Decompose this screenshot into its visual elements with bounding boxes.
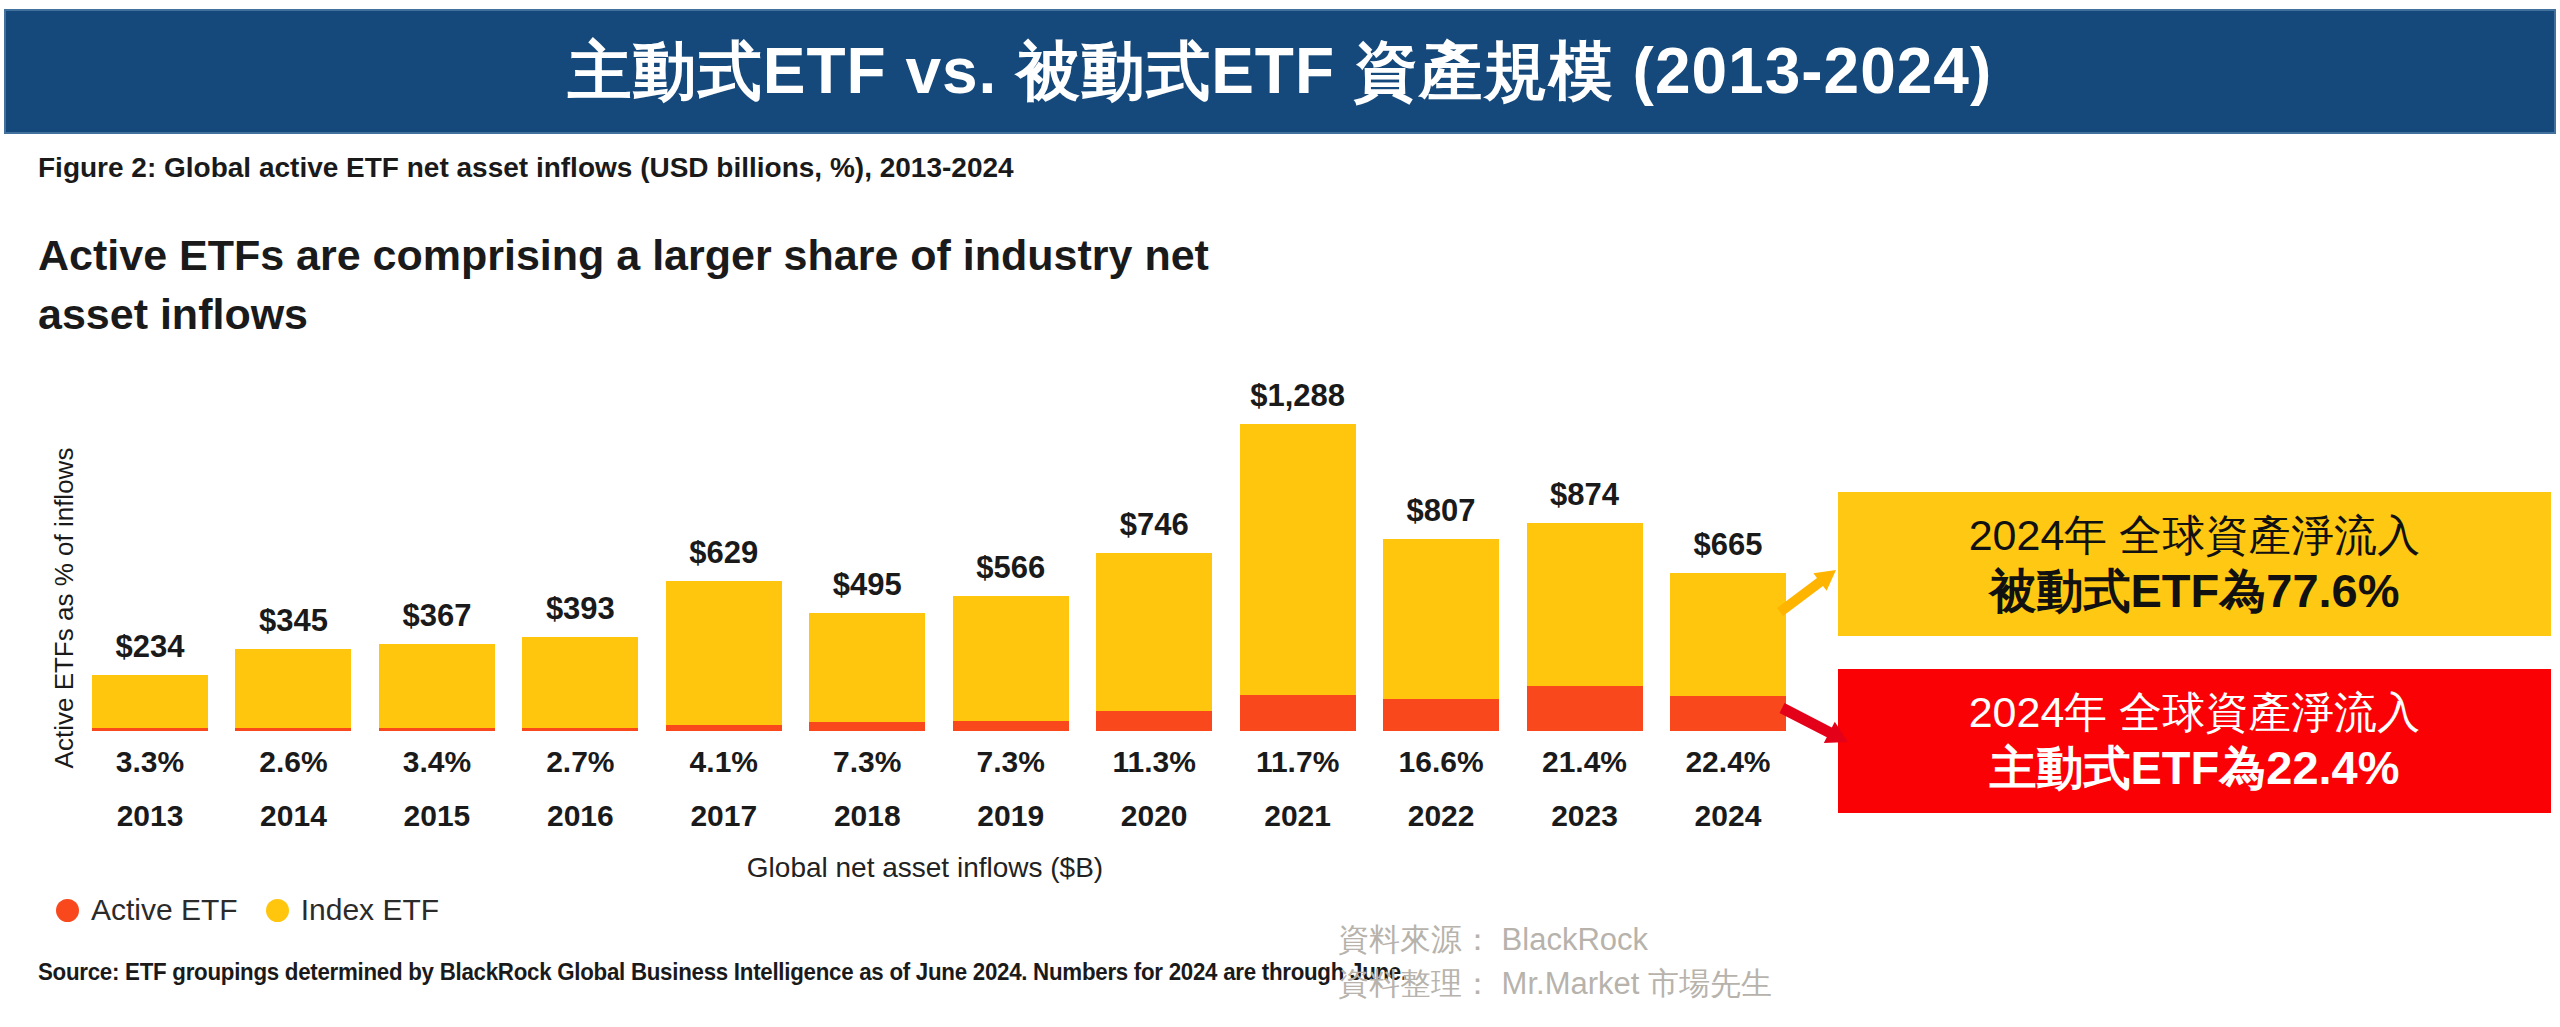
year-label: 2014 (215, 799, 371, 833)
active-share-label: 3.4% (359, 745, 515, 779)
bar-column-2017: $6294.1%2017 (666, 411, 782, 731)
year-label: 2015 (359, 799, 515, 833)
bar-column-2020: $74611.3%2020 (1096, 411, 1212, 731)
year-label: 2023 (1507, 799, 1663, 833)
bar-column-2018: $4957.3%2018 (809, 411, 925, 731)
index-etf-bar-segment (666, 581, 782, 731)
y-axis-label: Active ETFs as % of inflows (49, 448, 80, 769)
year-label: 2022 (1363, 799, 1519, 833)
legend-label: Active ETF (91, 893, 238, 927)
page-title: 主動式ETF vs. 被動式ETF 資產規模 (2013-2024) (568, 28, 1993, 115)
active-annotation-line2: 主動式ETF為22.4% (1989, 739, 2399, 796)
chart-headline-line2: asset inflows (38, 285, 1209, 344)
active-etf-bar-segment (1240, 695, 1356, 731)
active-etf-bar-segment (1670, 696, 1786, 731)
active-etf-annotation-box: 2024年 全球資產淨流入 主動式ETF為22.4% (1838, 669, 2551, 813)
active-etf-bar-segment (92, 728, 208, 731)
bar-value-label: $746 (1072, 507, 1236, 543)
active-share-label: 7.3% (789, 745, 945, 779)
active-etf-dot-icon (56, 899, 79, 922)
chart-headline-line1: Active ETFs are comprising a larger shar… (38, 226, 1209, 285)
bar-value-label: $234 (68, 629, 232, 665)
active-etf-bar-segment (235, 728, 351, 731)
yellow-arrow-icon (1768, 558, 1848, 620)
year-label: 2021 (1220, 799, 1376, 833)
bar-value-label: $345 (211, 603, 375, 639)
legend-label: Index ETF (301, 893, 439, 927)
bar-column-2021: $1,28811.7%2021 (1240, 411, 1356, 731)
bar-column-2022: $80716.6%2022 (1383, 411, 1499, 731)
bar-value-label: $495 (785, 567, 949, 603)
credit-editor-line: 資料整理： Mr.Market 市場先生 (1338, 962, 1772, 1006)
figure-caption: Figure 2: Global active ETF net asset in… (38, 152, 1014, 184)
bar-value-label: $393 (498, 591, 662, 627)
active-etf-bar-segment (809, 722, 925, 731)
index-etf-bar-segment (1527, 523, 1643, 731)
credit-source-line: 資料來源： BlackRock (1338, 918, 1772, 962)
legend-item-active-etf: Active ETF (56, 893, 238, 927)
index-etf-bar-segment (1240, 424, 1356, 731)
active-share-label: 11.7% (1220, 745, 1376, 779)
active-etf-bar-segment (522, 728, 638, 731)
active-share-label: 2.6% (215, 745, 371, 779)
index-etf-bar-segment (809, 613, 925, 731)
bar-column-2013: $2343.3%2013 (92, 411, 208, 731)
year-label: 2013 (72, 799, 228, 833)
bar-value-label: $566 (929, 550, 1093, 586)
title-banner: 主動式ETF vs. 被動式ETF 資產規模 (2013-2024) (4, 9, 2556, 134)
index-etf-dot-icon (266, 899, 289, 922)
passive-etf-annotation-box: 2024年 全球資產淨流入 被動式ETF為77.6% (1838, 492, 2551, 636)
active-annotation-line1: 2024年 全球資產淨流入 (1969, 686, 2421, 738)
year-label: 2016 (502, 799, 658, 833)
chart-legend: Active ETF Index ETF (56, 893, 439, 927)
plot-area: $2343.3%2013$3452.6%2014$3673.4%2015$393… (92, 411, 1786, 731)
slide-canvas: 主動式ETF vs. 被動式ETF 資產規模 (2013-2024) Figur… (0, 0, 2560, 1027)
legend-item-index-etf: Index ETF (266, 893, 439, 927)
red-arrow-icon (1772, 698, 1856, 750)
passive-annotation-line1: 2024年 全球資產淨流入 (1969, 509, 2421, 561)
credits: 資料來源： BlackRock 資料整理： Mr.Market 市場先生 (1338, 918, 1772, 1006)
bar-value-label: $1,288 (1216, 378, 1380, 414)
active-share-label: 21.4% (1507, 745, 1663, 779)
index-etf-bar-segment (235, 649, 351, 731)
index-etf-bar-segment (953, 596, 1069, 731)
bar-column-2023: $87421.4%2023 (1527, 411, 1643, 731)
active-etf-bar-segment (953, 721, 1069, 731)
year-label: 2024 (1650, 799, 1806, 833)
year-label: 2019 (933, 799, 1089, 833)
active-etf-bar-segment (1383, 699, 1499, 731)
bar-value-label: $367 (355, 598, 519, 634)
active-share-label: 16.6% (1363, 745, 1519, 779)
x-axis-label: Global net asset inflows ($B) (747, 852, 1103, 884)
active-share-label: 7.3% (933, 745, 1089, 779)
index-etf-bar-segment (522, 637, 638, 731)
bar-column-2015: $3673.4%2015 (379, 411, 495, 731)
source-note: Source: ETF groupings determined by Blac… (38, 958, 1510, 986)
passive-annotation-line2: 被動式ETF為77.6% (1989, 562, 2399, 619)
index-etf-bar-segment (92, 675, 208, 731)
active-share-label: 4.1% (646, 745, 802, 779)
active-etf-bar-segment (1527, 686, 1643, 731)
active-share-label: 22.4% (1650, 745, 1806, 779)
bar-column-2019: $5667.3%2019 (953, 411, 1069, 731)
active-etf-bar-segment (379, 728, 495, 731)
year-label: 2018 (789, 799, 945, 833)
active-etf-bar-segment (1096, 711, 1212, 731)
bar-value-label: $807 (1359, 493, 1523, 529)
active-share-label: 3.3% (72, 745, 228, 779)
year-label: 2017 (646, 799, 802, 833)
active-share-label: 2.7% (502, 745, 658, 779)
index-etf-bar-segment (1383, 539, 1499, 731)
chart-headline: Active ETFs are comprising a larger shar… (38, 226, 1209, 344)
bar-column-2014: $3452.6%2014 (235, 411, 351, 731)
active-share-label: 11.3% (1076, 745, 1232, 779)
index-etf-bar-segment (379, 644, 495, 731)
bar-value-label: $629 (642, 535, 806, 571)
bar-column-2016: $3932.7%2016 (522, 411, 638, 731)
index-etf-bar-segment (1096, 553, 1212, 731)
year-label: 2020 (1076, 799, 1232, 833)
bar-value-label: $874 (1503, 477, 1667, 513)
active-etf-bar-segment (666, 725, 782, 731)
